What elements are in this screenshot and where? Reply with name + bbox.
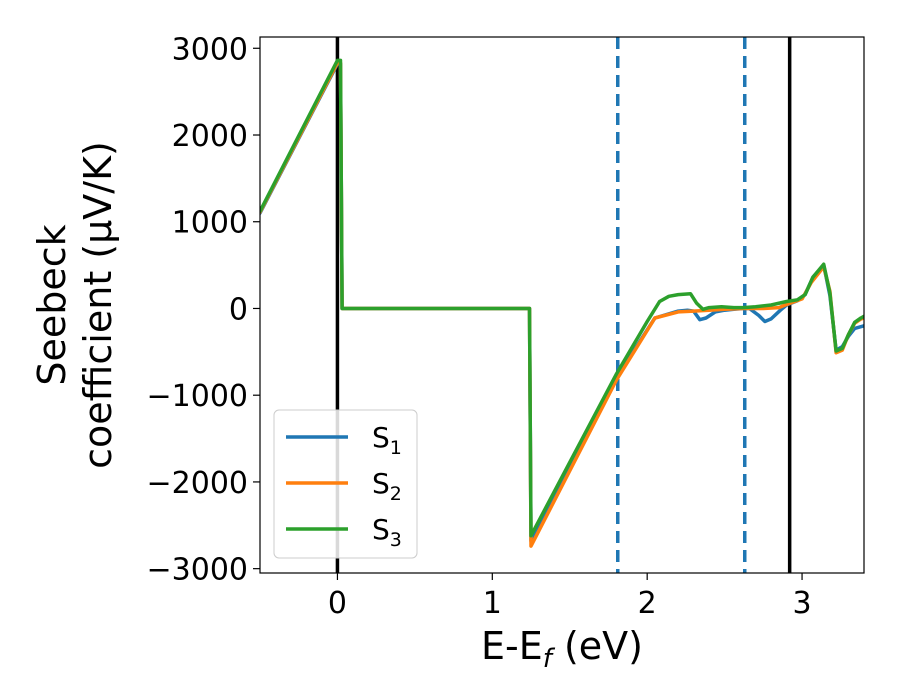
y-tick-label: 0 [229, 292, 248, 327]
x-axis-label: E-Ef (eV) [481, 624, 643, 674]
x-axis-label-main: E-E [481, 624, 543, 668]
y-axis-label: Seebeck coefficient (μV/K) [30, 141, 120, 469]
x-ticks: 0 1 2 3 [328, 573, 812, 621]
legend-label-s2: S2 [372, 467, 402, 505]
y-tick-label: 2000 [172, 119, 248, 154]
legend-label-s1: S1 [372, 421, 402, 459]
legend: S1 S2 S3 [273, 409, 418, 559]
y-tick-label: −2000 [147, 466, 248, 501]
y-axis-label-line2: coefficient (μV/K) [76, 141, 120, 469]
y-tick-label: 1000 [172, 206, 248, 241]
x-tick-label: 3 [793, 586, 812, 621]
y-tick-label: −3000 [147, 553, 248, 588]
y-tick-label: −1000 [147, 379, 248, 414]
y-axis-label-line1: Seebeck [30, 224, 74, 385]
x-tick-label: 2 [638, 586, 657, 621]
series-line-s3 [260, 58, 864, 538]
x-axis-label-unit: (eV) [552, 624, 643, 668]
plot-area [260, 37, 864, 573]
axes-frame [259, 36, 865, 574]
x-tick-label: 0 [328, 586, 347, 621]
series-lines [260, 58, 864, 548]
legend-label-s3: S3 [372, 513, 402, 551]
x-tick-label: 1 [483, 586, 502, 621]
y-ticks: −3000 −2000 −1000 0 1000 2000 3000 [147, 32, 260, 588]
y-tick-label: 3000 [172, 32, 248, 67]
